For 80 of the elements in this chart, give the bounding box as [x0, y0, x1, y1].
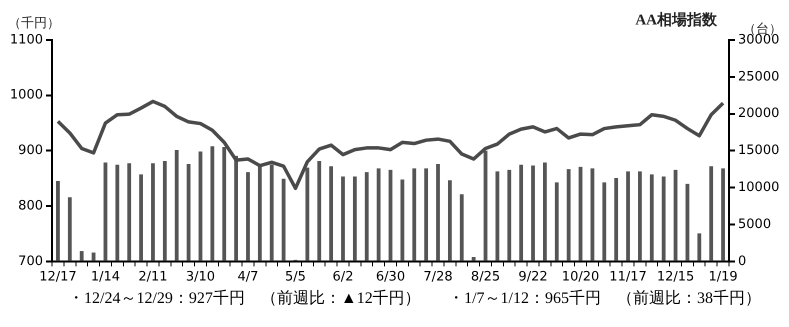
bar: [519, 164, 524, 260]
bar: [412, 168, 416, 260]
x-tick-label: 10/20: [562, 270, 600, 285]
bar: [352, 176, 357, 260]
text: ・12/24～12/29：927千円 （前週比：▲12千円）: [68, 288, 421, 309]
bar: [507, 170, 512, 260]
bar: [602, 182, 606, 260]
bar: [436, 164, 440, 260]
bar: [709, 166, 714, 260]
bar: [531, 165, 535, 260]
y2-tick-label: 20000: [738, 106, 780, 122]
bar: [162, 161, 167, 260]
bar: [151, 163, 155, 260]
x-tick-label: 5/5: [285, 270, 306, 285]
bar: [198, 151, 202, 260]
y2-tick-label: 0: [738, 254, 746, 269]
x-tick-label: 12/15: [656, 270, 694, 285]
x-tick-label: 1/14: [90, 270, 120, 285]
chart-title: AA相場指数: [635, 11, 718, 28]
bar: [638, 171, 642, 260]
bar: [400, 179, 404, 260]
bar: [674, 170, 678, 260]
bar: [650, 174, 654, 260]
bar: [614, 178, 618, 260]
bar: [364, 172, 369, 260]
bar: [424, 168, 428, 260]
bar: [495, 171, 500, 260]
text: ・1/7～1/12：965千円 （前週比：38千円）: [448, 288, 761, 309]
y2-tick-label: 10000: [738, 180, 780, 195]
bar: [139, 174, 143, 260]
y-tick-label: 1000: [10, 88, 43, 103]
bar: [186, 164, 190, 260]
bar: [388, 170, 392, 260]
bar: [472, 256, 476, 260]
bar: [317, 161, 322, 260]
bar: [590, 168, 594, 260]
bar: [460, 194, 464, 260]
bar: [115, 164, 120, 260]
bar: [697, 233, 702, 260]
y-tick-label: 800: [18, 198, 43, 214]
y-tick-label: 1100: [10, 32, 43, 48]
bar: [662, 176, 666, 260]
bar: [174, 150, 179, 260]
bar: [80, 251, 84, 260]
x-tick-label: 1/19: [708, 270, 738, 285]
bar: [448, 180, 452, 260]
bar: [56, 180, 60, 260]
bar: [104, 162, 108, 260]
bar: [578, 166, 582, 260]
bar: [721, 168, 725, 260]
x-tick-label: 2/11: [138, 270, 168, 285]
y-tick-label: 700: [18, 254, 43, 269]
x-tick-label: 6/2: [332, 270, 354, 285]
bar: [68, 197, 72, 260]
x-tick-label: 8/25: [470, 270, 500, 285]
bar: [92, 252, 96, 260]
x-tick-label: 7/28: [423, 270, 453, 285]
bar: [341, 176, 345, 260]
x-tick-label: 4/7: [238, 270, 258, 285]
y-tick-label: 900: [18, 143, 43, 158]
x-tick-label: 12/17: [39, 270, 77, 285]
bar: [127, 163, 132, 260]
y2-tick-label: 25000: [738, 69, 780, 84]
y2-tick-label: 5000: [738, 216, 772, 232]
bar: [210, 146, 214, 260]
x-tick-label: 6/30: [376, 270, 406, 285]
bar: [626, 171, 630, 260]
bar: [246, 172, 250, 260]
y2-tick-label: 15000: [738, 143, 780, 158]
y-axis-title: （千円）: [8, 16, 60, 31]
bar: [543, 162, 547, 260]
bar: [376, 168, 381, 260]
bar: [686, 184, 690, 260]
bar: [329, 166, 334, 260]
bar: [554, 182, 559, 260]
bar: [282, 178, 286, 260]
x-tick-label: 3/10: [186, 270, 216, 285]
x-tick-label: 9/22: [518, 270, 548, 285]
x-tick-label: 11/17: [609, 270, 647, 285]
bar: [566, 169, 571, 260]
